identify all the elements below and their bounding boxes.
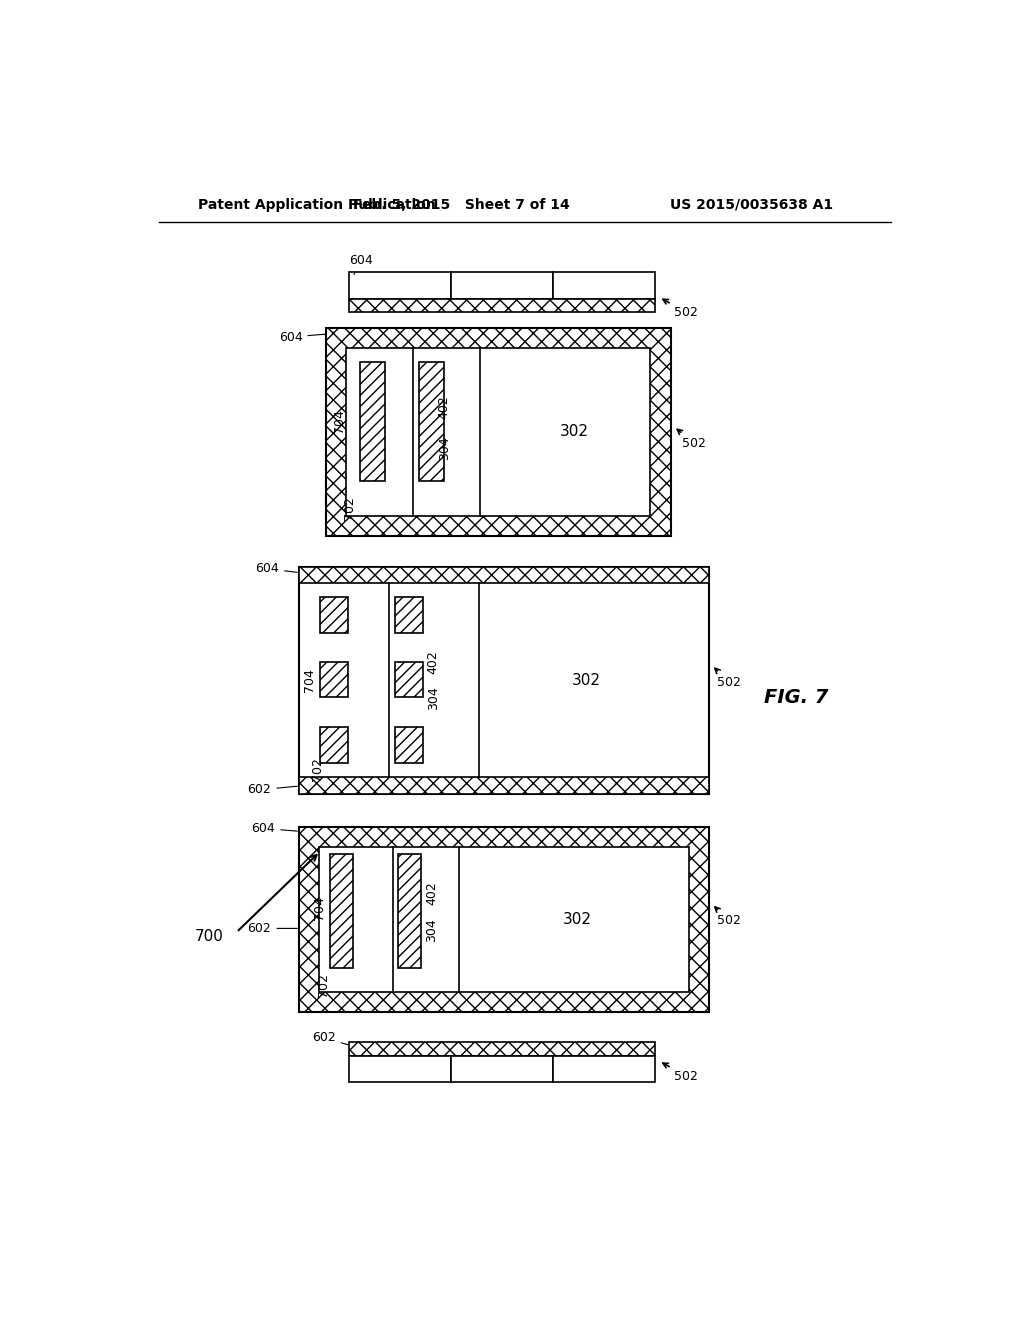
Text: 302: 302 (571, 673, 600, 688)
Text: 604: 604 (255, 562, 297, 576)
Text: 402: 402 (437, 395, 451, 418)
Text: 502: 502 (663, 300, 698, 319)
Bar (553, 1056, 655, 1082)
Text: 302: 302 (559, 424, 589, 440)
Text: 604: 604 (348, 255, 373, 275)
Bar (451, 1056, 553, 1082)
Text: 700: 700 (195, 928, 224, 944)
Text: 304: 304 (425, 919, 438, 942)
Bar (349, 272, 451, 298)
Bar (299, 826, 710, 1011)
Bar (318, 847, 689, 991)
Text: 702: 702 (343, 496, 356, 520)
Bar (321, 727, 348, 763)
Bar (326, 327, 671, 536)
Text: 502: 502 (715, 907, 741, 927)
Text: FIG. 7: FIG. 7 (764, 688, 827, 708)
Bar (553, 272, 655, 298)
Bar (395, 597, 423, 632)
Text: 302: 302 (563, 912, 592, 927)
Bar (321, 597, 348, 632)
Text: 304: 304 (437, 437, 451, 461)
Text: 704: 704 (312, 896, 326, 920)
Text: 304: 304 (427, 686, 440, 710)
Text: 402: 402 (425, 882, 438, 906)
Bar (330, 854, 352, 969)
Bar (395, 727, 423, 763)
Text: 704: 704 (333, 409, 346, 433)
Text: Patent Application Publication: Patent Application Publication (198, 198, 435, 211)
Bar (349, 1043, 655, 1056)
Bar (321, 663, 348, 697)
Bar (451, 272, 553, 298)
Bar (299, 566, 710, 793)
Text: 402: 402 (427, 649, 440, 673)
Text: 602: 602 (312, 1031, 348, 1044)
Text: Feb. 5, 2015   Sheet 7 of 14: Feb. 5, 2015 Sheet 7 of 14 (353, 198, 569, 211)
Bar (299, 566, 710, 583)
Text: 502: 502 (663, 1063, 698, 1082)
Text: 604: 604 (252, 822, 297, 834)
Text: 502: 502 (677, 429, 706, 450)
Text: US 2015/0035638 A1: US 2015/0035638 A1 (671, 198, 834, 211)
Bar (349, 1056, 451, 1082)
Bar (395, 663, 423, 697)
Bar (346, 348, 650, 516)
Text: 602: 602 (248, 921, 297, 935)
Bar (359, 362, 385, 480)
Text: 602: 602 (248, 783, 297, 796)
Bar (299, 776, 710, 793)
Bar (398, 854, 422, 969)
Bar (419, 362, 443, 480)
Text: 502: 502 (715, 668, 741, 689)
Bar (349, 298, 655, 313)
Text: 702: 702 (316, 973, 330, 998)
Text: 604: 604 (279, 330, 326, 343)
Text: 702: 702 (311, 758, 324, 781)
Text: 704: 704 (303, 668, 316, 692)
